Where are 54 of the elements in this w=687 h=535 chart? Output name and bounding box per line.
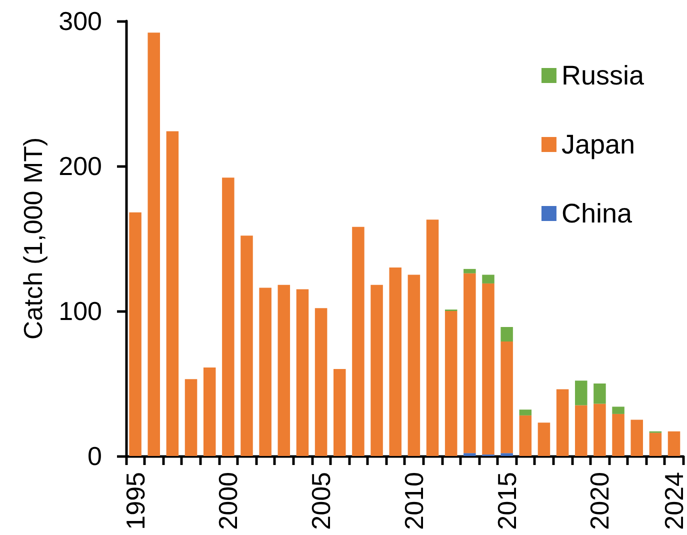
bar [184, 379, 198, 456]
bar [575, 405, 588, 456]
bar [612, 414, 624, 456]
bar [352, 226, 364, 456]
bar [482, 274, 494, 284]
bar [538, 422, 550, 456]
x-tick-label: 1995 [120, 472, 150, 530]
y-tick-label: 0 [88, 441, 102, 471]
bar [166, 131, 179, 456]
bar [500, 453, 513, 456]
bar [500, 341, 513, 454]
legend-label: Japan [561, 130, 636, 160]
bar [594, 384, 606, 404]
bar [334, 369, 346, 456]
bar [240, 236, 253, 456]
bar [222, 178, 234, 456]
bar [203, 368, 216, 456]
bar [594, 404, 606, 456]
bar [464, 268, 476, 274]
bar [464, 273, 476, 454]
y-tick-label: 200 [58, 151, 102, 181]
bar [612, 406, 624, 414]
bar [500, 326, 513, 342]
x-tick-label: 2024 [659, 472, 687, 530]
bar [444, 311, 458, 456]
y-axis-title: Catch (1,000 MT) [18, 137, 48, 340]
x-tick-label: 2000 [213, 472, 244, 530]
legend-label: China [561, 198, 633, 228]
bar [278, 284, 290, 456]
bar [389, 268, 402, 456]
bar [259, 288, 272, 456]
bar [630, 420, 643, 456]
bar [129, 212, 142, 456]
bar [482, 283, 494, 455]
bar [519, 410, 532, 416]
y-tick-label: 300 [58, 6, 102, 36]
y-tick-label: 100 [58, 296, 102, 326]
bar [426, 220, 439, 456]
bar [556, 389, 569, 456]
x-tick-label: 2010 [398, 472, 429, 530]
bar [148, 32, 160, 456]
legend-label: Russia [561, 60, 645, 90]
x-tick-label: 2020 [584, 472, 615, 530]
bar [296, 289, 309, 456]
x-tick-label: 2015 [492, 472, 522, 530]
bar [464, 453, 476, 456]
bar [668, 431, 680, 456]
bar [519, 415, 532, 456]
bar [314, 308, 328, 456]
bar [370, 284, 383, 456]
bar [575, 380, 588, 406]
x-tick-label: 2005 [306, 472, 336, 530]
bar [408, 274, 420, 456]
bar [649, 432, 662, 456]
